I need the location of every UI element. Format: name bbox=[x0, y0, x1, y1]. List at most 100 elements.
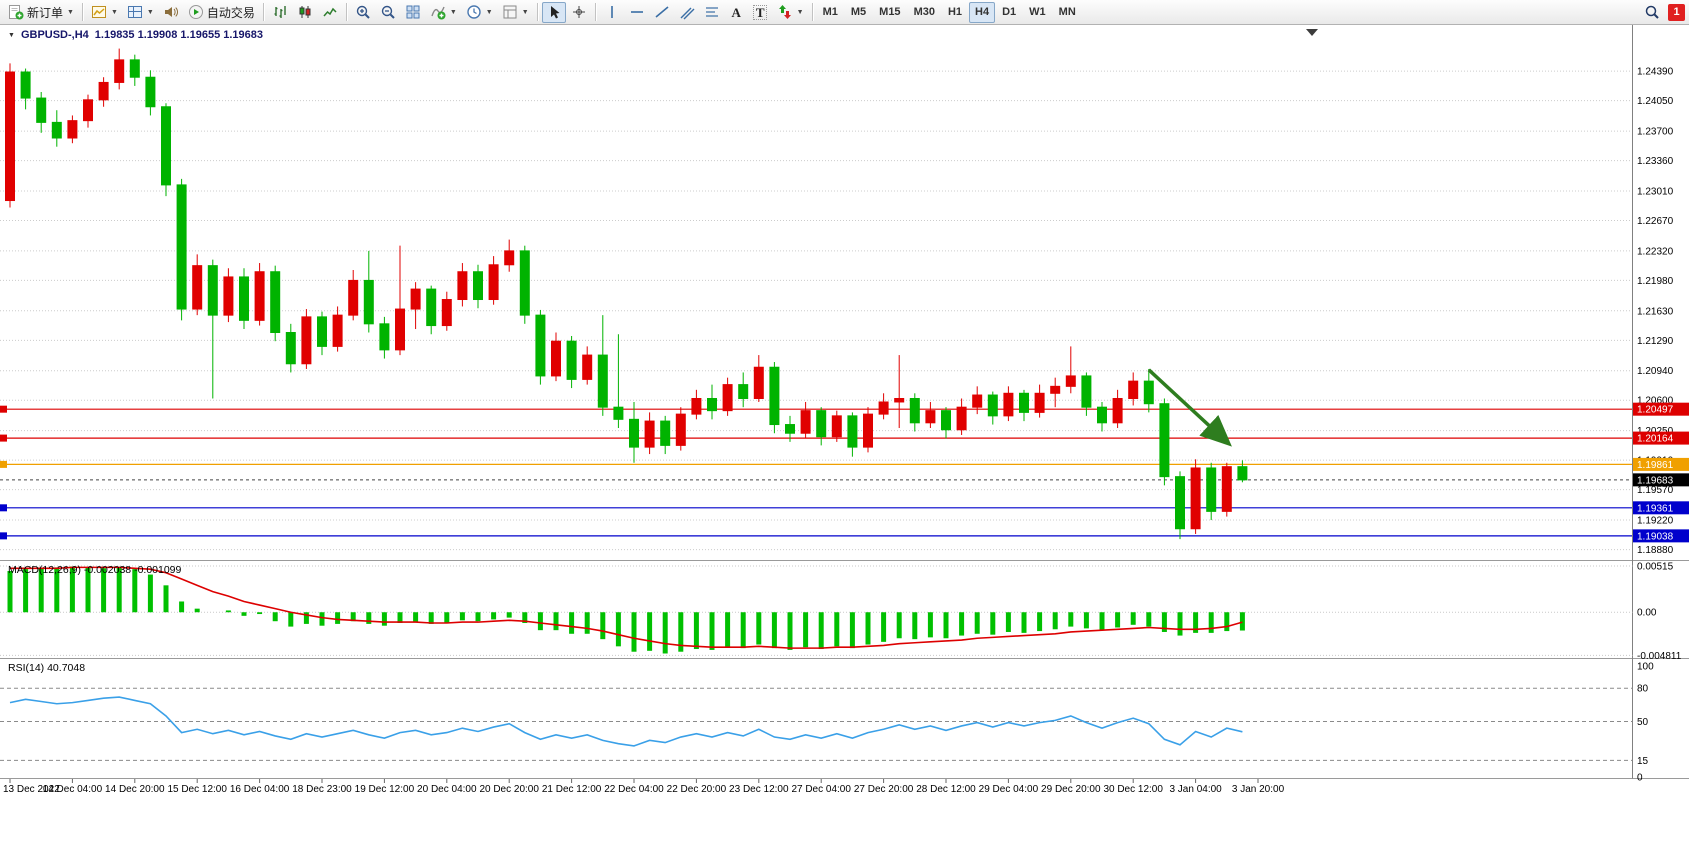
timeframe-h1-button[interactable]: H1 bbox=[947, 6, 963, 18]
crosshair-button[interactable] bbox=[567, 2, 591, 23]
chevron-down-icon: ▼ bbox=[796, 8, 804, 16]
svg-text:15: 15 bbox=[1637, 756, 1649, 767]
trendline-button[interactable] bbox=[650, 2, 674, 23]
svg-text:16 Dec 04:00: 16 Dec 04:00 bbox=[230, 784, 290, 795]
symbol-period-label: GBPUSD-,H4 bbox=[20, 29, 89, 41]
chart-dropdown-icon: ▼ bbox=[8, 31, 15, 39]
trend-arrow bbox=[1147, 368, 1232, 447]
bar-chart-button[interactable] bbox=[268, 2, 292, 23]
toolbar: 新订单 ▼ ▼ ▼ 自动交易 ▼ ▼ ▼ A T ▼ M1 M5 M15 M30 H1 H… bbox=[0, 0, 1689, 25]
notification-badge[interactable]: 1 bbox=[1668, 3, 1685, 21]
svg-text:14 Dec 04:00: 14 Dec 04:00 bbox=[43, 784, 103, 795]
svg-text:0.00: 0.00 bbox=[1637, 608, 1657, 619]
price-level-lines bbox=[0, 405, 1633, 540]
candles bbox=[5, 48, 1248, 540]
svg-text:29 Dec 04:00: 29 Dec 04:00 bbox=[979, 784, 1039, 795]
arrow-shapes-icon bbox=[778, 5, 791, 19]
autotrading-button[interactable]: 自动交易 bbox=[184, 2, 259, 23]
bar-chart-icon bbox=[274, 6, 286, 18]
vertical-line-icon bbox=[610, 6, 613, 18]
template-icon bbox=[503, 5, 517, 19]
ohlc-values: 1.19835 1.19908 1.19655 1.19683 bbox=[94, 29, 263, 41]
equidistant-channel-button[interactable] bbox=[675, 2, 699, 23]
svg-text:20 Dec 04:00: 20 Dec 04:00 bbox=[417, 784, 477, 795]
svg-text:23 Dec 12:00: 23 Dec 12:00 bbox=[729, 784, 789, 795]
arrows-tool-button[interactable]: ▼ bbox=[773, 2, 808, 23]
svg-text:0: 0 bbox=[1637, 773, 1643, 784]
fibonacci-button[interactable] bbox=[700, 2, 724, 23]
zoom-in-icon bbox=[356, 5, 370, 19]
macd-signal-line bbox=[10, 566, 1243, 649]
svg-text:1.20940: 1.20940 bbox=[1637, 366, 1674, 377]
macd-panel: 0.00515 0.00 -0.004811 bbox=[0, 562, 1682, 662]
timeframe-m30-button[interactable]: M30 bbox=[913, 6, 935, 18]
price-axis-badges: 1.20497 1.20164 1.19861 1.19361 1.19038 1.196… bbox=[1633, 402, 1689, 543]
timeframe-m15-button[interactable]: M15 bbox=[879, 6, 901, 18]
zoom-out-button[interactable] bbox=[376, 2, 400, 23]
svg-text:-0.004811: -0.004811 bbox=[1637, 651, 1682, 662]
svg-text:14 Dec 20:00: 14 Dec 20:00 bbox=[105, 784, 165, 795]
svg-text:13 Dec 2022: 13 Dec 2022 bbox=[3, 784, 60, 795]
svg-text:30 Dec 12:00: 30 Dec 12:00 bbox=[1103, 784, 1163, 795]
new-chart-icon bbox=[91, 6, 106, 18]
indicators-icon bbox=[431, 6, 446, 20]
chevron-down-icon: ▼ bbox=[449, 8, 457, 16]
horizontal-line-button[interactable] bbox=[625, 2, 649, 23]
search-button[interactable] bbox=[1640, 2, 1664, 23]
timeframe-m1-button[interactable]: M1 bbox=[822, 6, 838, 18]
line-chart-button[interactable] bbox=[318, 2, 342, 23]
search-icon bbox=[1645, 5, 1659, 19]
zoom-in-button[interactable] bbox=[351, 2, 375, 23]
toolbar-separator bbox=[345, 3, 347, 21]
svg-text:0.00515: 0.00515 bbox=[1637, 562, 1674, 573]
svg-text:1.21980: 1.21980 bbox=[1637, 276, 1674, 287]
timeframe-group: M1 M5 M15 M30 H1 H4 D1 W1 MN bbox=[817, 1, 1082, 23]
chevron-down-icon: ▼ bbox=[110, 8, 118, 16]
timeframe-m5-button[interactable]: M5 bbox=[850, 6, 867, 18]
crosshair-icon bbox=[572, 6, 585, 18]
timeframe-d1-button[interactable]: D1 bbox=[1002, 6, 1017, 18]
new-order-button[interactable]: 新订单 ▼ bbox=[4, 2, 78, 23]
line-chart-icon bbox=[323, 7, 337, 17]
tile-windows-button[interactable] bbox=[401, 2, 425, 23]
svg-text:29 Dec 20:00: 29 Dec 20:00 bbox=[1041, 784, 1101, 795]
svg-text:22 Dec 04:00: 22 Dec 04:00 bbox=[604, 784, 664, 795]
candlestick-chart-button[interactable] bbox=[293, 2, 317, 23]
cursor-icon bbox=[550, 6, 560, 19]
svg-text:1.21630: 1.21630 bbox=[1637, 306, 1674, 317]
chevron-down-icon: ▼ bbox=[146, 8, 154, 16]
chevron-down-icon: ▼ bbox=[485, 8, 493, 16]
chart-title-bar: ▼ GBPUSD-,H4 1.19835 1.19908 1.19655 1.1… bbox=[8, 29, 263, 41]
svg-text:1.19570: 1.19570 bbox=[1637, 485, 1674, 496]
toolbar-separator bbox=[262, 3, 264, 21]
svg-text:1.23360: 1.23360 bbox=[1637, 156, 1674, 167]
vertical-line-button[interactable] bbox=[600, 2, 624, 23]
label-tool-button[interactable]: T bbox=[749, 2, 772, 23]
tile-windows-icon bbox=[406, 5, 420, 19]
periods-button[interactable]: ▼ bbox=[462, 2, 497, 23]
svg-text:21 Dec 12:00: 21 Dec 12:00 bbox=[542, 784, 602, 795]
svg-text:18 Dec 23:00: 18 Dec 23:00 bbox=[292, 784, 352, 795]
text-tool-button[interactable]: A bbox=[725, 2, 748, 23]
panel-dividers bbox=[0, 25, 1689, 779]
svg-text:3 Jan 20:00: 3 Jan 20:00 bbox=[1232, 784, 1285, 795]
svg-text:100: 100 bbox=[1637, 661, 1654, 672]
chart-shift-marker bbox=[1306, 29, 1318, 36]
svg-text:1.22670: 1.22670 bbox=[1637, 216, 1674, 227]
profiles-button[interactable]: ▼ bbox=[123, 2, 158, 23]
speaker-icon bbox=[164, 7, 178, 17]
timeframe-mn-button[interactable]: MN bbox=[1058, 6, 1076, 18]
cursor-button[interactable] bbox=[541, 1, 566, 23]
new-chart-button[interactable]: ▼ bbox=[87, 2, 122, 23]
timeframe-w1-button[interactable]: W1 bbox=[1029, 6, 1046, 18]
alerts-button[interactable] bbox=[159, 2, 183, 23]
indicators-button[interactable]: ▼ bbox=[426, 2, 461, 23]
svg-text:1.21290: 1.21290 bbox=[1637, 336, 1674, 347]
timeframe-h4-button[interactable]: H4 bbox=[969, 1, 996, 23]
macd-indicator-label: MACD(12,26,9) -0.002038 -0.001099 bbox=[8, 564, 182, 576]
toolbar-separator bbox=[811, 3, 813, 21]
templates-button[interactable]: ▼ bbox=[498, 2, 533, 23]
chevron-down-icon: ▼ bbox=[521, 8, 529, 16]
candlestick-icon bbox=[299, 6, 311, 18]
